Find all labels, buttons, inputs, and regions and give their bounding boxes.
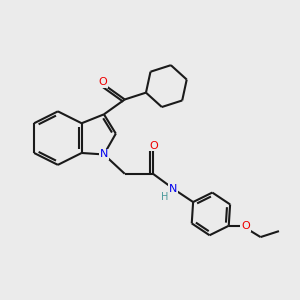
Text: N: N — [100, 149, 108, 160]
Text: H: H — [161, 192, 169, 202]
Text: N: N — [169, 184, 177, 194]
Text: O: O — [149, 140, 158, 151]
Text: O: O — [241, 221, 250, 231]
Text: O: O — [98, 77, 107, 87]
